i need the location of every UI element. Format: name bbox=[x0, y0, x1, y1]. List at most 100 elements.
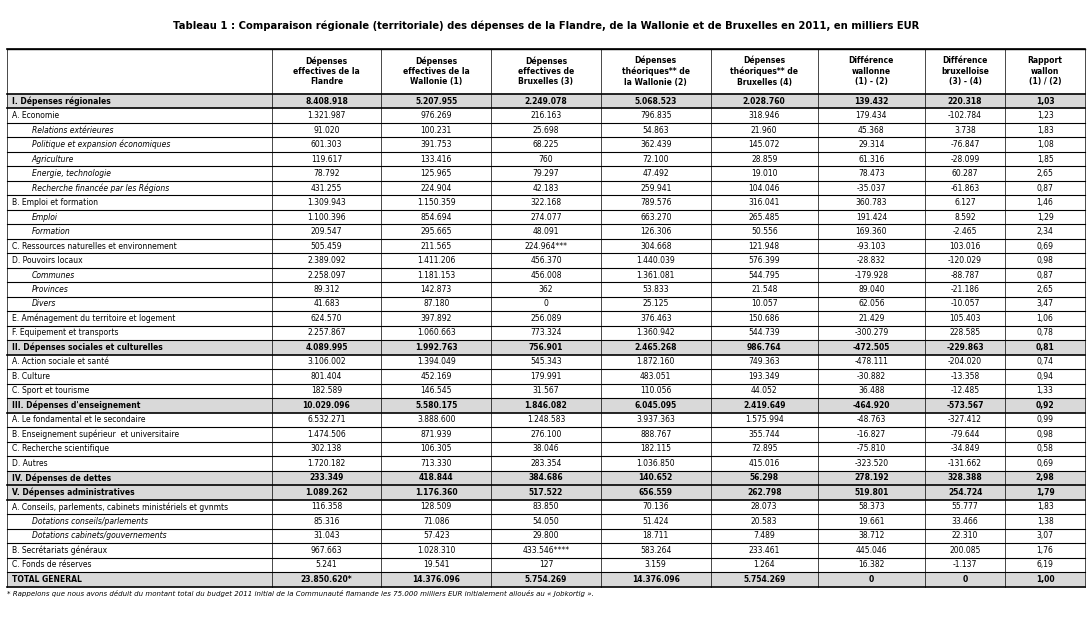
Text: Dépenses
effectives de la
Wallonie (1): Dépenses effectives de la Wallonie (1) bbox=[403, 56, 470, 87]
Text: 362.439: 362.439 bbox=[640, 140, 672, 149]
Text: 1.036.850: 1.036.850 bbox=[637, 459, 675, 468]
Text: -1.137: -1.137 bbox=[953, 561, 977, 569]
Text: 418.844: 418.844 bbox=[419, 473, 453, 482]
Text: 0,78: 0,78 bbox=[1036, 329, 1054, 337]
Text: 193.349: 193.349 bbox=[748, 372, 780, 381]
Text: 0,98: 0,98 bbox=[1036, 430, 1054, 439]
Text: 6.045.095: 6.045.095 bbox=[634, 401, 677, 410]
Text: 967.663: 967.663 bbox=[310, 546, 342, 555]
Text: 191.424: 191.424 bbox=[856, 212, 887, 222]
Text: 1.411.206: 1.411.206 bbox=[417, 256, 455, 265]
Text: Dotations conseils/parlements: Dotations conseils/parlements bbox=[32, 517, 147, 526]
Text: 0: 0 bbox=[869, 575, 874, 584]
Text: 796.835: 796.835 bbox=[640, 111, 672, 120]
Text: Recherche financée par les Régions: Recherche financée par les Régions bbox=[32, 183, 169, 193]
Text: 624.570: 624.570 bbox=[311, 314, 342, 323]
Text: 2.257.867: 2.257.867 bbox=[307, 329, 346, 337]
Text: 254.724: 254.724 bbox=[948, 488, 982, 497]
Text: 415.016: 415.016 bbox=[748, 459, 780, 468]
Text: Différence
bruxelloise
(3) - (4): Différence bruxelloise (3) - (4) bbox=[941, 56, 989, 86]
Text: 16.382: 16.382 bbox=[858, 561, 885, 569]
Text: -28.099: -28.099 bbox=[950, 155, 980, 164]
Text: 1.321.987: 1.321.987 bbox=[307, 111, 346, 120]
Text: 1,00: 1,00 bbox=[1036, 575, 1055, 584]
Text: 1,46: 1,46 bbox=[1036, 198, 1054, 207]
Text: 5.754.269: 5.754.269 bbox=[525, 575, 567, 584]
Text: 3.738: 3.738 bbox=[954, 126, 976, 135]
Text: 5.068.523: 5.068.523 bbox=[634, 97, 677, 106]
Text: Energie, technologie: Energie, technologie bbox=[32, 169, 111, 178]
Text: I. Dépenses régionales: I. Dépenses régionales bbox=[12, 96, 111, 106]
Text: 1.248.583: 1.248.583 bbox=[526, 415, 566, 425]
Text: 57.423: 57.423 bbox=[423, 532, 450, 540]
Text: 656.559: 656.559 bbox=[639, 488, 673, 497]
Text: 0,94: 0,94 bbox=[1036, 372, 1054, 381]
Text: 519.801: 519.801 bbox=[854, 488, 889, 497]
Text: 48.091: 48.091 bbox=[533, 227, 559, 236]
Text: -21.186: -21.186 bbox=[950, 285, 980, 294]
Text: A. Le fondamental et le secondaire: A. Le fondamental et le secondaire bbox=[12, 415, 145, 425]
Text: F. Equipement et transports: F. Equipement et transports bbox=[12, 329, 119, 337]
Text: -12.485: -12.485 bbox=[950, 386, 980, 396]
Text: 14.376.096: 14.376.096 bbox=[632, 575, 679, 584]
Text: 21.429: 21.429 bbox=[858, 314, 885, 323]
Text: 54.050: 54.050 bbox=[533, 517, 559, 526]
Text: 36.488: 36.488 bbox=[858, 386, 885, 396]
Text: 7.489: 7.489 bbox=[753, 532, 775, 540]
Text: 10.029.096: 10.029.096 bbox=[302, 401, 351, 410]
Text: 0,99: 0,99 bbox=[1036, 415, 1054, 425]
Text: 713.330: 713.330 bbox=[420, 459, 452, 468]
Text: 28.859: 28.859 bbox=[751, 155, 778, 164]
Text: 1.150.359: 1.150.359 bbox=[417, 198, 455, 207]
Text: 456.008: 456.008 bbox=[531, 270, 561, 279]
Text: 1.360.942: 1.360.942 bbox=[637, 329, 675, 337]
Text: 431.255: 431.255 bbox=[311, 183, 342, 193]
Text: 376.463: 376.463 bbox=[640, 314, 672, 323]
Text: 1.575.994: 1.575.994 bbox=[745, 415, 784, 425]
Text: IV. Dépenses de dettes: IV. Dépenses de dettes bbox=[12, 473, 111, 483]
Text: B. Secrétariats généraux: B. Secrétariats généraux bbox=[12, 545, 107, 555]
Text: 25.125: 25.125 bbox=[642, 300, 669, 308]
Text: 105.403: 105.403 bbox=[949, 314, 981, 323]
Text: 1,29: 1,29 bbox=[1036, 212, 1054, 222]
Text: 1,23: 1,23 bbox=[1036, 111, 1054, 120]
Text: 89.040: 89.040 bbox=[858, 285, 885, 294]
Text: 3,07: 3,07 bbox=[1036, 532, 1054, 540]
Text: Provinces: Provinces bbox=[32, 285, 69, 294]
Text: A. Action sociale et santé: A. Action sociale et santé bbox=[12, 358, 109, 367]
Text: 140.652: 140.652 bbox=[639, 473, 673, 482]
Text: -472.505: -472.505 bbox=[853, 343, 890, 352]
Text: 362: 362 bbox=[538, 285, 554, 294]
Text: 283.354: 283.354 bbox=[531, 459, 561, 468]
Text: -61.863: -61.863 bbox=[950, 183, 980, 193]
Bar bbox=[7, 471, 1085, 485]
Text: Différence
wallonne
(1) - (2): Différence wallonne (1) - (2) bbox=[848, 56, 894, 86]
Text: 1,76: 1,76 bbox=[1036, 546, 1054, 555]
Text: 278.192: 278.192 bbox=[854, 473, 889, 482]
Text: 318.946: 318.946 bbox=[748, 111, 780, 120]
Text: 756.901: 756.901 bbox=[529, 343, 563, 352]
Text: 0,69: 0,69 bbox=[1036, 241, 1054, 250]
Bar bbox=[7, 49, 1085, 94]
Text: Dépenses
effectives de la
Flandre: Dépenses effectives de la Flandre bbox=[293, 56, 360, 87]
Text: -323.520: -323.520 bbox=[854, 459, 889, 468]
Text: 33.466: 33.466 bbox=[952, 517, 978, 526]
Text: 0: 0 bbox=[544, 300, 548, 308]
Text: 228.585: 228.585 bbox=[950, 329, 981, 337]
Text: 663.270: 663.270 bbox=[640, 212, 672, 222]
Text: 31.043: 31.043 bbox=[313, 532, 340, 540]
Text: -48.763: -48.763 bbox=[857, 415, 886, 425]
Text: 1,83: 1,83 bbox=[1036, 502, 1054, 511]
Text: 749.363: 749.363 bbox=[748, 358, 780, 367]
Text: 1.264: 1.264 bbox=[753, 561, 775, 569]
Text: 233.349: 233.349 bbox=[309, 473, 344, 482]
Text: C. Recherche scientifique: C. Recherche scientifique bbox=[12, 444, 109, 453]
Text: 119.617: 119.617 bbox=[311, 155, 342, 164]
Text: 262.798: 262.798 bbox=[747, 488, 782, 497]
Text: 456.370: 456.370 bbox=[531, 256, 561, 265]
Text: 6.532.271: 6.532.271 bbox=[307, 415, 346, 425]
Text: 89.312: 89.312 bbox=[313, 285, 340, 294]
Text: -102.784: -102.784 bbox=[948, 111, 982, 120]
Text: 21.548: 21.548 bbox=[751, 285, 778, 294]
Text: D. Pouvoirs locaux: D. Pouvoirs locaux bbox=[12, 256, 83, 265]
